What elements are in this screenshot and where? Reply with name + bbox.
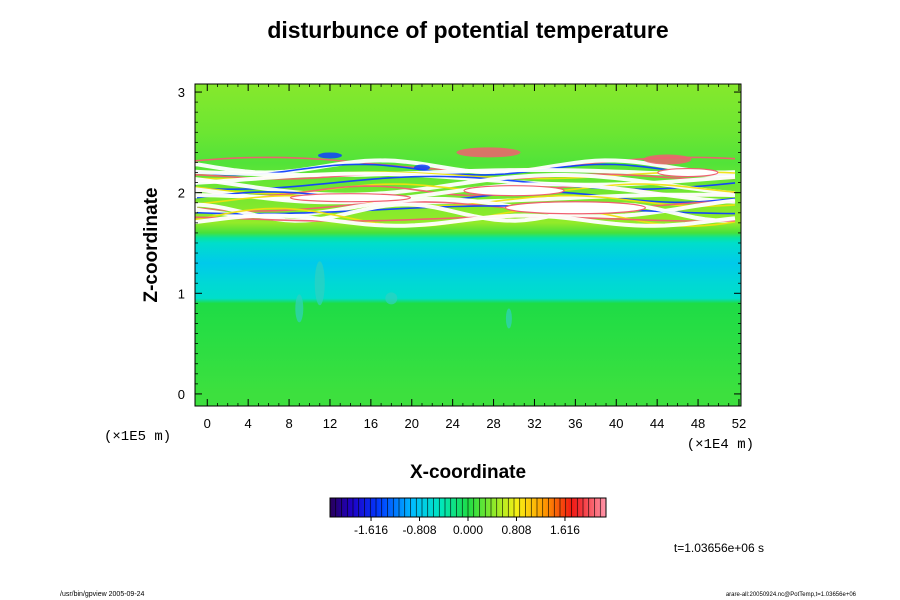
saturated-lens xyxy=(504,201,646,215)
saturated-lens xyxy=(463,185,565,197)
plot-frame xyxy=(194,83,742,407)
y-axis: 0 1 2 3 xyxy=(178,85,741,402)
contour-band xyxy=(195,205,736,215)
x-tick-label: 40 xyxy=(609,416,623,431)
plot-area xyxy=(195,84,741,406)
plume xyxy=(314,261,325,306)
x-axis-label: X-coordinate xyxy=(410,462,526,483)
x-tick-label: 0 xyxy=(204,416,211,431)
colorbar-ticks: -1.616 -0.808 0.000 0.808 1.616 xyxy=(354,517,580,537)
x-axis: 0 4 8 12 16 20 24 28 32 36 40 44 48 52 xyxy=(204,84,746,431)
x-tick-label: 32 xyxy=(527,416,541,431)
y-tick-label: 2 xyxy=(178,186,185,201)
colorbar-tick-label: -1.616 xyxy=(354,523,388,537)
banded-region xyxy=(195,156,736,228)
anomaly-blob xyxy=(317,152,342,159)
colorbar-tick-label: 0.808 xyxy=(501,523,531,537)
x-unit-label: (×1E4 m) xyxy=(687,437,754,453)
plume xyxy=(295,294,304,323)
saturated-lens xyxy=(657,167,719,178)
x-tick-label: 20 xyxy=(405,416,419,431)
contour-band xyxy=(195,163,736,176)
chart-title: disturbunce of potential temperature xyxy=(267,17,668,43)
x-tick-label: 48 xyxy=(691,416,705,431)
contour-band xyxy=(195,173,736,197)
anomaly-blob xyxy=(643,154,692,165)
contour-band xyxy=(195,213,736,228)
y-tick-label: 1 xyxy=(178,286,185,301)
footer-left: /usr/bin/gpview 2005-09-24 xyxy=(60,591,145,598)
x-tick-label: 8 xyxy=(285,416,292,431)
y-axis-label: Z-coordinate xyxy=(141,187,162,302)
x-tick-label: 24 xyxy=(445,416,459,431)
saturated-lens xyxy=(289,193,412,203)
x-tick-label: 36 xyxy=(568,416,582,431)
contour-band xyxy=(195,215,736,222)
plume xyxy=(505,308,512,329)
anomaly-features xyxy=(295,147,692,329)
y-tick-label: 0 xyxy=(178,387,185,402)
time-label: t=1.03656e+06 s xyxy=(674,541,764,555)
y-unit-label: (×1E5 m) xyxy=(104,429,171,445)
x-tick-label: 4 xyxy=(245,416,252,431)
colorbar: -1.616 -0.808 0.000 0.808 1.616 xyxy=(329,497,607,537)
field-background xyxy=(195,84,741,406)
contour-band xyxy=(195,175,736,190)
contour-band xyxy=(195,194,736,208)
x-tick-label: 44 xyxy=(650,416,664,431)
anomaly-blob xyxy=(413,164,430,171)
x-tick-label: 12 xyxy=(323,416,337,431)
contour-band xyxy=(195,168,736,178)
y-tick-label: 3 xyxy=(178,85,185,100)
plume xyxy=(385,292,398,305)
colorbar-divisions xyxy=(335,498,601,517)
x-tick-label: 52 xyxy=(732,416,746,431)
anomaly-blob xyxy=(456,147,521,158)
colorbar-tick-label: 1.616 xyxy=(550,523,580,537)
footer-right: arare-all:20050924.nc@PotTemp,t=1.03656e… xyxy=(726,592,857,598)
colorbar-tick-label: -0.808 xyxy=(403,523,437,537)
x-tick-label: 28 xyxy=(486,416,500,431)
x-tick-label: 16 xyxy=(364,416,378,431)
colorbar-tick-label: 0.000 xyxy=(453,523,483,537)
